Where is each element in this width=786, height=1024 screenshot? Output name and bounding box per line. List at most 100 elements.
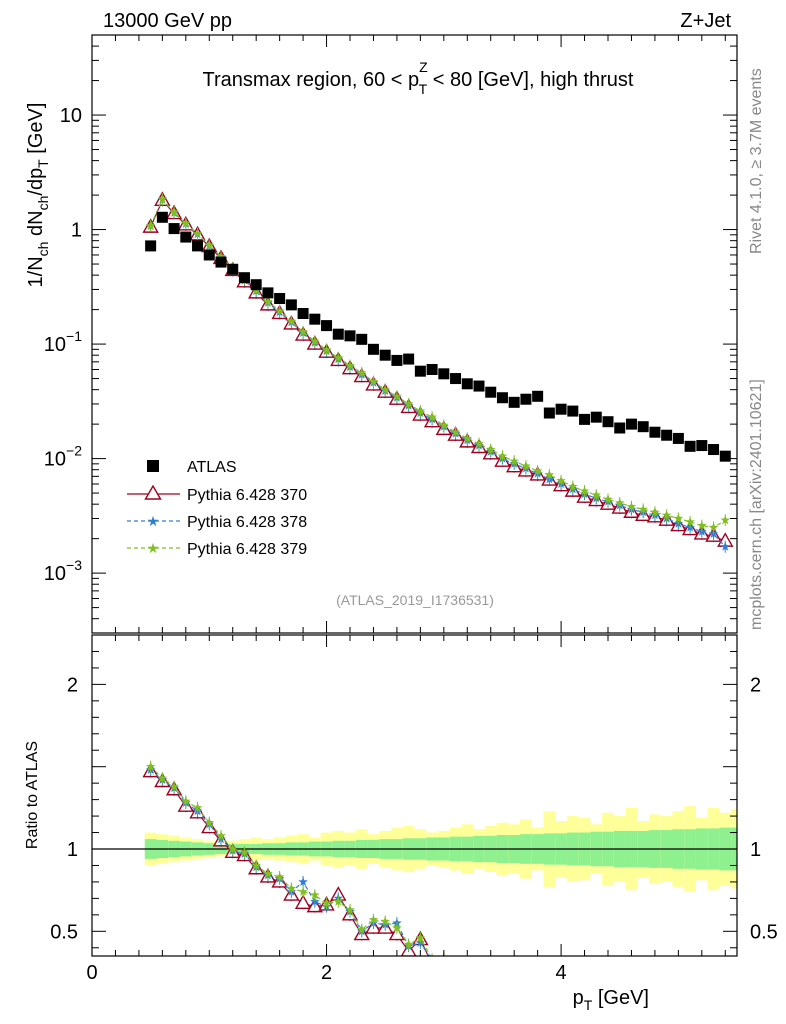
ratio-point-p379: [216, 830, 226, 840]
main-point-atlas: [367, 343, 379, 355]
main-point-atlas: [391, 354, 403, 366]
legend-entry-atlas: ATLAS: [147, 459, 237, 476]
main-point-p379: [450, 427, 461, 437]
main-point-atlas: [602, 416, 614, 428]
main-point-atlas: [227, 263, 239, 275]
main-point-p379: [685, 516, 695, 526]
main-point-atlas: [274, 293, 286, 305]
ratio-point-p379: [192, 802, 203, 812]
legend-marker-p378: ★: [147, 513, 160, 529]
title-sup: Z: [419, 59, 428, 75]
tick-mantissa: 10: [44, 449, 66, 471]
main-point-atlas: [649, 426, 661, 438]
x-tick-label: 4: [556, 962, 567, 984]
main-point-atlas: [403, 353, 415, 365]
x-tick-label: 2: [321, 962, 332, 984]
main-point-p379: [274, 305, 285, 315]
main-y-tick-label: 1: [71, 220, 82, 242]
main-point-p379: [509, 456, 519, 466]
main-point-p379: [486, 444, 496, 454]
ratio-ylabel: Ratio to ATLAS: [24, 741, 41, 849]
ratio-point-p379: [345, 904, 355, 914]
main-point-atlas: [637, 421, 649, 433]
main-series-group: [142, 191, 734, 553]
ratio-y-tick-label-left: 1: [67, 839, 78, 861]
main-point-atlas: [590, 411, 602, 423]
mcplots-info: mcplots.cern.ch [arXiv:2401.10621]: [748, 379, 765, 630]
legend-label-p378: Pythia 6.428 378: [187, 514, 307, 531]
main-point-p379: [591, 490, 601, 500]
main-point-atlas: [203, 249, 215, 261]
main-point-atlas: [508, 396, 520, 408]
main-point-p379: [497, 451, 508, 461]
main-point-atlas: [215, 256, 227, 268]
main-point-p379: [603, 494, 613, 504]
ratio-point-p379: [392, 923, 402, 933]
energy-label: 13000 GeV pp: [103, 10, 232, 32]
main-point-p379: [650, 507, 660, 517]
main-point-p379: [474, 438, 484, 448]
main-point-atlas: [555, 403, 567, 415]
main-point-atlas: [672, 432, 684, 444]
main-point-p379: [697, 520, 707, 530]
main-point-atlas: [379, 349, 391, 361]
ratio-point-p378: [439, 959, 449, 968]
ratio-point-p379: [251, 860, 261, 870]
main-frame: [91, 34, 738, 634]
main-point-atlas: [145, 240, 157, 252]
ratio-point-p378: [298, 876, 308, 886]
main-point-p379: [169, 207, 179, 217]
main-point-p378: [720, 541, 730, 551]
main-point-p379: [462, 433, 472, 443]
main-point-p379: [532, 466, 543, 475]
main-point-atlas: [262, 287, 274, 299]
main-point-atlas: [708, 444, 720, 456]
main-point-p379: [615, 497, 625, 507]
main-point-p379: [181, 218, 191, 228]
main-point-p379: [357, 367, 367, 377]
ratio-point-p379: [169, 781, 179, 791]
main-point-p379: [521, 461, 531, 471]
ratio-point-p370: [437, 960, 451, 973]
main-point-atlas: [297, 307, 309, 319]
main-point-atlas: [332, 328, 344, 340]
main-point-atlas: [344, 330, 356, 342]
main-point-p379: [439, 420, 449, 430]
main-point-p379: [568, 481, 578, 491]
main-point-p379: [321, 344, 332, 354]
main-point-atlas: [579, 413, 591, 425]
main-point-p379: [310, 336, 320, 346]
main-point-p379: [638, 504, 648, 514]
rivet-info: Rivet 4.1.0, ≥ 3.7M events: [748, 68, 765, 254]
title-post: < 80 [GeV], high thrust: [427, 69, 634, 91]
legend-entry-p379: ★ Pythia 6.428 379: [127, 540, 307, 558]
ratio-frame: [91, 634, 738, 957]
main-y-tick-label: 10: [60, 105, 82, 127]
main-point-atlas: [321, 320, 333, 332]
process-label: Z+Jet: [680, 10, 731, 32]
main-point-p379: [145, 220, 156, 230]
main-y-tick-label: 10−2: [44, 443, 82, 471]
main-point-atlas: [426, 363, 438, 375]
ylabel-a: 1/N: [25, 256, 47, 287]
analysis-id: (ATLAS_2019_I1736531): [336, 592, 494, 608]
main-y-tick-label: 10−1: [44, 328, 82, 356]
ratio-point-p379: [157, 773, 168, 783]
main-point-atlas: [450, 373, 462, 385]
ratio-point-p379: [145, 761, 156, 771]
ratio-point-p378: [432, 955, 433, 956]
legend-marker-atlas: [147, 460, 159, 472]
main-point-atlas: [238, 272, 250, 284]
main-point-atlas: [461, 378, 473, 390]
legend-label-p379: Pythia 6.428 379: [187, 541, 307, 558]
main-point-atlas: [496, 392, 508, 404]
main-point-atlas: [684, 440, 696, 452]
main-point-atlas: [719, 450, 731, 462]
main-point-p379: [157, 194, 168, 204]
ratio-point-p379: [274, 872, 285, 881]
ratio-point-p379: [204, 817, 214, 827]
xlabel-sub: T: [584, 997, 593, 1013]
main-point-atlas: [168, 223, 180, 235]
